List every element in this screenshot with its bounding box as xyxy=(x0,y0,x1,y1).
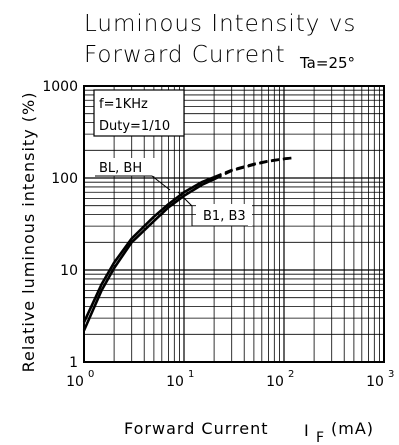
y-tick-labels: 1 10 100 1000 xyxy=(42,79,78,371)
x-tick-exponent: 2 xyxy=(288,369,294,380)
y-tick-label: 1 xyxy=(69,355,78,371)
test-condition-box xyxy=(93,89,185,137)
x-tick-label: 10 2 xyxy=(266,369,294,390)
plot-frame xyxy=(83,85,385,363)
chart-title-line-1: Luminous Intensity vs xyxy=(84,11,356,37)
series-label-bl-bh: BL, BH xyxy=(99,161,142,176)
chart-title-line-2: Forward Current xyxy=(84,42,286,68)
x-tick-exponent: 3 xyxy=(388,369,394,380)
x-tick-base: 10 xyxy=(266,374,284,390)
series-label-b1-b3: B1, B3 xyxy=(203,209,246,224)
x-tick-labels: 10 0 10 1 10 2 10 3 xyxy=(66,369,394,390)
y-tick-label: 1000 xyxy=(42,79,78,95)
x-tick-base: 10 xyxy=(66,374,84,390)
series-line-dashed-1 xyxy=(213,156,293,181)
series-label-bg-bl-bh xyxy=(95,158,155,176)
series-line-solid-1 xyxy=(82,178,215,332)
x-tick-label: 10 1 xyxy=(166,369,194,390)
x-axis-unit: (mA) xyxy=(331,419,374,438)
x-tick-base: 10 xyxy=(166,374,184,390)
x-tick-label: 10 0 xyxy=(66,369,94,390)
x-axis-symbol-subscript: F xyxy=(316,430,324,445)
y-tick-label: 100 xyxy=(51,171,78,187)
x-tick-label: 10 3 xyxy=(366,369,394,390)
x-axis-label: Forward Current xyxy=(124,419,269,438)
leader-line-b1-b3 xyxy=(177,191,248,227)
x-tick-exponent: 0 xyxy=(88,369,94,380)
leader-line-bl-bh xyxy=(95,175,171,191)
test-condition-duty: Duty=1/10 xyxy=(99,119,170,134)
y-axis-label: Relative luminous intensity (%) xyxy=(19,92,38,373)
x-tick-exponent: 1 xyxy=(188,369,194,380)
x-axis-symbol: I xyxy=(304,421,310,440)
series-line-solid-0 xyxy=(82,175,215,323)
ambient-temperature-condition: Ta=25° xyxy=(299,54,355,72)
y-tick-label: 10 xyxy=(60,263,78,279)
test-condition-frequency: f=1KHz xyxy=(99,97,148,112)
x-tick-base: 10 xyxy=(366,374,384,390)
series-label-bg-b1-b3 xyxy=(196,204,252,226)
series-curves xyxy=(82,156,293,332)
